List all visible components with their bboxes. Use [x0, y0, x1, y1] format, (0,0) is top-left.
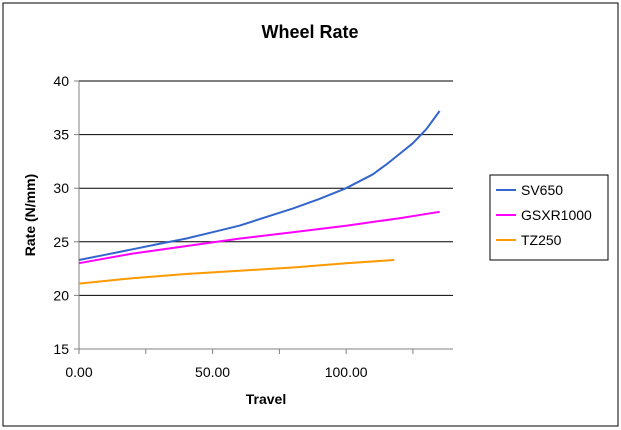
y-tick-label: 30 — [53, 180, 69, 196]
legend-entry: TZ250 — [521, 232, 562, 248]
y-tick-label: 20 — [53, 287, 69, 303]
legend: SV650 GSXR1000 TZ250 — [489, 174, 609, 261]
y-tick-label: 15 — [53, 341, 69, 357]
legend-entry: GSXR1000 — [521, 207, 592, 223]
legend-entry: SV650 — [521, 182, 563, 198]
x-tick-label: 100.00 — [325, 364, 368, 380]
y-tick-label: 35 — [53, 127, 69, 143]
y-tick-label: 25 — [53, 234, 69, 250]
chart-title: Wheel Rate — [261, 22, 358, 42]
series-line-sv650 — [78, 110, 441, 261]
y-axis-label: Rate (N/mm) — [22, 174, 38, 256]
x-tick-label: 50.00 — [195, 364, 230, 380]
x-tick-label: 0.00 — [65, 364, 92, 380]
series-line-tz250 — [78, 259, 395, 285]
x-axis-label: Travel — [246, 391, 286, 407]
series-line-gsxr1000 — [78, 210, 440, 265]
plot-background — [79, 81, 453, 349]
plot-area: 15 20 25 30 35 40 0.00 50.00 100.00 — [53, 73, 453, 380]
y-tick-label: 40 — [53, 73, 69, 89]
